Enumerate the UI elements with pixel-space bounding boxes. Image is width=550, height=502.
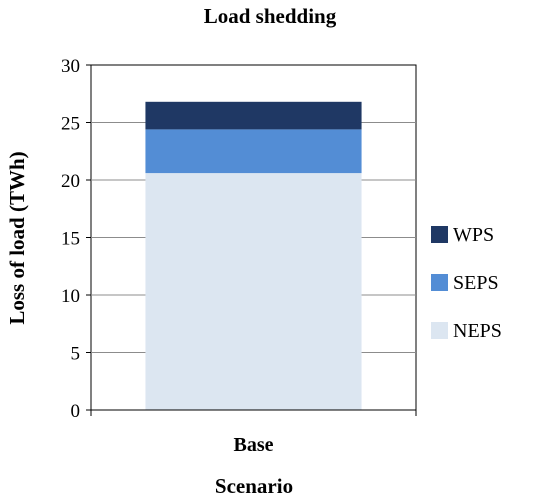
legend-swatch-seps: [431, 274, 448, 291]
legend-swatch-wps: [431, 226, 448, 243]
legend: WPS SEPS NEPS: [431, 224, 502, 342]
y-axis-title: Loss of load (TWh): [5, 151, 29, 324]
legend-label-seps: SEPS: [453, 272, 499, 294]
legend-label-wps: WPS: [453, 224, 494, 246]
bar-segment-wps: [145, 101, 362, 130]
y-tick-label: 0: [71, 401, 81, 422]
chart-title: Load shedding: [204, 4, 337, 28]
y-tick-label: 5: [71, 344, 81, 365]
x-axis-ticks: Base: [90, 410, 417, 456]
bar-segment-neps: [145, 173, 362, 410]
y-tick-label: 30: [61, 56, 80, 77]
y-tick-label: 15: [61, 229, 80, 250]
bar-segment-seps: [145, 129, 362, 174]
legend-swatch-neps: [431, 322, 448, 339]
x-category-label: Base: [234, 434, 274, 456]
y-tick-label: 20: [61, 171, 80, 192]
bars: [145, 101, 362, 410]
x-axis-title: Scenario: [215, 474, 293, 498]
y-tick-label: 10: [61, 286, 80, 307]
y-axis-ticks: 0 5 10 15 20 25 30: [61, 56, 91, 422]
y-tick-label: 25: [61, 114, 80, 135]
legend-label-neps: NEPS: [453, 320, 502, 342]
